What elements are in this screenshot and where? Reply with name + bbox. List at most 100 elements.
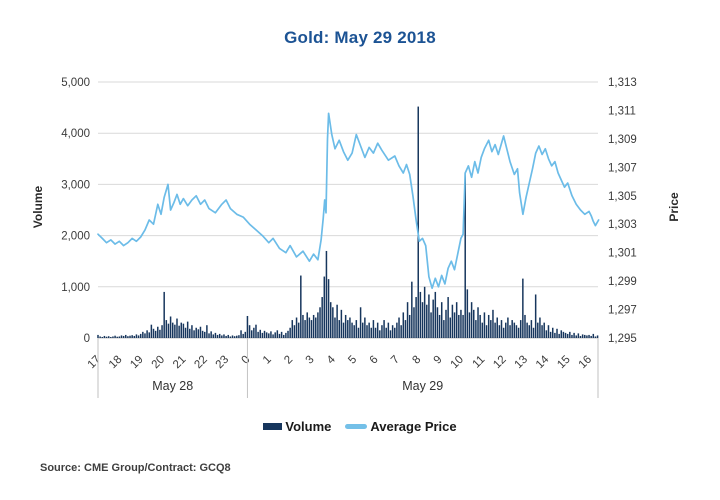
x-tick-label: 11 bbox=[470, 354, 487, 371]
volume-bar bbox=[507, 317, 509, 338]
volume-bar bbox=[515, 325, 518, 338]
volume-bar bbox=[458, 314, 460, 338]
volume-bar bbox=[178, 325, 180, 338]
volume-bar bbox=[131, 335, 133, 338]
legend-volume-label: Volume bbox=[285, 419, 332, 434]
volume-bar bbox=[295, 317, 298, 338]
volume-bar bbox=[494, 322, 496, 338]
volume-bar bbox=[152, 328, 155, 338]
volume-bar bbox=[419, 291, 422, 338]
x-tick-label: 21 bbox=[171, 354, 189, 372]
volume-bar bbox=[549, 331, 552, 338]
volume-bar bbox=[408, 314, 411, 338]
volume-bar bbox=[246, 315, 249, 338]
volume-bar bbox=[148, 332, 150, 338]
volume-bar bbox=[312, 314, 315, 338]
volume-bar bbox=[259, 329, 262, 338]
y-right-tick-label: 1,309 bbox=[608, 134, 637, 146]
volume-bar bbox=[332, 307, 334, 338]
y-right-tick-label: 1,301 bbox=[608, 248, 637, 260]
volume-bar bbox=[430, 312, 432, 338]
volume-bar bbox=[282, 334, 285, 338]
volume-bar bbox=[500, 320, 503, 338]
volume-bar bbox=[240, 330, 242, 338]
volume-bar bbox=[577, 333, 580, 338]
volume-bar bbox=[349, 317, 351, 338]
x-tick-label: 17 bbox=[86, 354, 104, 372]
volume-bar bbox=[406, 302, 409, 338]
volume-bar bbox=[118, 336, 121, 338]
volume-bar bbox=[291, 320, 294, 338]
volume-bar bbox=[366, 325, 368, 338]
volume-bar bbox=[530, 320, 533, 338]
x-tick-label: 20 bbox=[150, 354, 168, 372]
volume-bar bbox=[101, 336, 104, 338]
volume-bar bbox=[411, 281, 413, 338]
volume-bar bbox=[443, 320, 445, 338]
volume-bar bbox=[351, 322, 353, 338]
volume-bar bbox=[236, 335, 238, 338]
volume-bar bbox=[171, 322, 174, 338]
x-tick-label: 9 bbox=[432, 354, 445, 367]
volume-bar bbox=[569, 331, 571, 338]
volume-bar bbox=[586, 335, 588, 338]
volume-bar bbox=[137, 335, 140, 338]
volume-bar bbox=[167, 323, 170, 338]
volume-bar bbox=[537, 322, 539, 338]
volume-bar bbox=[468, 312, 471, 338]
volume-bar bbox=[428, 294, 430, 338]
volume-bar bbox=[543, 322, 545, 338]
volume-bar bbox=[374, 327, 377, 338]
volume-bar bbox=[404, 320, 407, 338]
volume-bar bbox=[391, 325, 394, 338]
volume-bar bbox=[481, 322, 484, 338]
volume-bar bbox=[445, 309, 447, 338]
volume-bar bbox=[208, 333, 210, 338]
y-right-tick-label: 1,307 bbox=[608, 162, 637, 174]
volume-bar bbox=[321, 297, 323, 338]
volume-bar bbox=[107, 336, 110, 338]
volume-bar bbox=[524, 314, 526, 338]
volume-bar bbox=[268, 333, 270, 338]
volume-bar bbox=[216, 334, 219, 338]
volume-bar bbox=[169, 316, 172, 338]
volume-bar bbox=[466, 289, 469, 338]
volume-bar bbox=[460, 309, 462, 338]
x-tick-label: 8 bbox=[410, 354, 423, 367]
volume-bar bbox=[342, 322, 345, 338]
volume-bar bbox=[336, 304, 338, 338]
volume-bar bbox=[125, 334, 127, 338]
volume-bar bbox=[310, 320, 313, 338]
volume-bar bbox=[272, 334, 274, 338]
volume-bar bbox=[558, 333, 560, 338]
volume-bar bbox=[242, 333, 244, 338]
volume-bar bbox=[280, 331, 283, 338]
x-tick-label: 12 bbox=[491, 354, 509, 372]
x-tick-label: 19 bbox=[128, 354, 146, 372]
legend-average-price-label: Average Price bbox=[370, 419, 457, 434]
x-tick-label: 4 bbox=[325, 353, 338, 366]
volume-bar bbox=[263, 330, 266, 338]
volume-bar bbox=[519, 320, 522, 338]
y-right-tick-label: 1,305 bbox=[608, 191, 637, 203]
x-tick-label: 7 bbox=[389, 354, 402, 367]
volume-bar bbox=[229, 336, 232, 338]
x-tick-label: 22 bbox=[192, 354, 210, 372]
volume-bar bbox=[359, 307, 362, 338]
volume-bar bbox=[394, 327, 396, 338]
volume-bar bbox=[129, 335, 131, 338]
volume-bar bbox=[453, 312, 456, 338]
volume-bar bbox=[300, 275, 302, 338]
volume-bar bbox=[590, 335, 592, 338]
volume-bar bbox=[370, 327, 373, 338]
volume-bar bbox=[498, 325, 501, 338]
volume-bar bbox=[248, 325, 251, 338]
volume-bar bbox=[231, 335, 234, 338]
volume-bar bbox=[464, 173, 466, 338]
volume-bar bbox=[455, 302, 458, 338]
volume-bar bbox=[308, 317, 311, 338]
volume-bar bbox=[133, 335, 136, 338]
volume-bar bbox=[114, 335, 116, 338]
volume-bar bbox=[353, 325, 355, 338]
volume-bar bbox=[588, 334, 590, 338]
